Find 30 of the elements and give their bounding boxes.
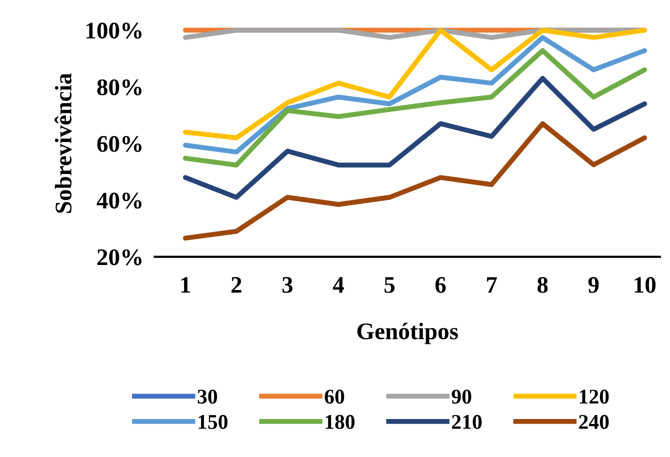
legend-label: 120 [580,390,609,404]
y-tick-label: 20% [97,249,142,266]
line-series [182,121,648,241]
x-tick-label: 1 [181,277,190,293]
x-tick-label: 8 [537,276,548,293]
x-tick-label: 10 [634,276,656,293]
x-tick-label: 6 [435,277,446,293]
line-series [182,76,648,200]
line-series [182,48,648,168]
legend-label: 30 [198,390,218,404]
x-tick-label: 4 [332,277,344,293]
line-series [182,28,648,140]
legend-label: 90 [452,390,472,404]
y-tick-label: 60% [97,136,142,152]
legend-label: 240 [579,414,609,429]
x-tick-label: 7 [487,277,497,293]
legend-label: 150 [198,414,228,429]
x-tick-label: 2 [232,277,242,293]
line-series [182,35,648,154]
y-axis-title: Sobrevivência [54,73,72,213]
x-axis-title: Genótipos [357,322,458,344]
x-tick-label: 5 [384,277,395,293]
legend-label: 210 [452,414,482,429]
x-tick-label: 9 [588,277,599,293]
legend-label: 60 [324,390,344,404]
x-tick-label: 3 [282,277,293,293]
y-tick-label: 100% [86,22,142,39]
y-tick-label: 80% [97,79,142,96]
legend-label: 180 [326,414,355,429]
y-tick-label: 40% [96,192,142,209]
